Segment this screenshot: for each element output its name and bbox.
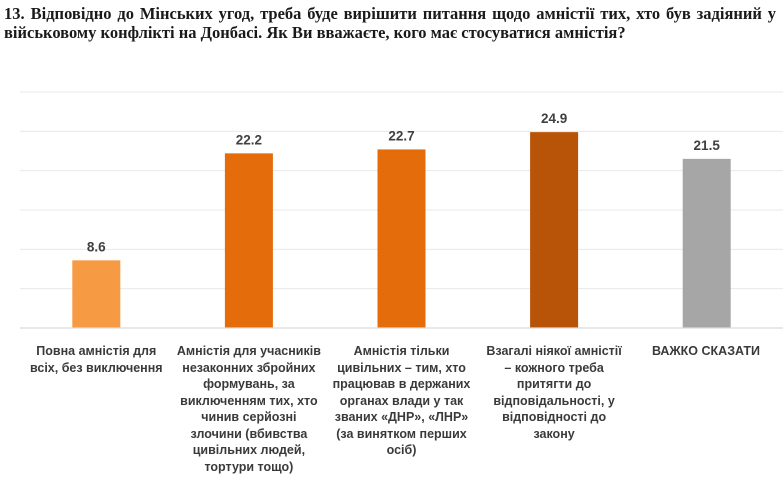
bar	[72, 260, 121, 328]
question: 13. Відповідно до Мінських угод, треба бу…	[4, 4, 776, 42]
bar	[377, 149, 426, 328]
bar	[530, 132, 579, 328]
bar-value-label: 21.5	[694, 138, 721, 153]
bar	[682, 158, 731, 328]
category-label: ВАЖКО СКАЗАТИ	[651, 344, 761, 358]
bar-value-label: 24.9	[541, 111, 567, 126]
category-label: Амністія тільки цивільних – тим, хто пра…	[332, 344, 471, 457]
question-text: Відповідно до Мінських угод, треба буде …	[4, 4, 776, 42]
category-label: Взагалі ніякої амністії – кожного треба …	[486, 344, 622, 441]
question-number: 13.	[4, 4, 25, 23]
bar-value-label: 22.2	[236, 132, 262, 147]
category-label: Амністія для учасників незаконних збройн…	[176, 344, 321, 474]
category-label: Повна амністія для всіх, без виключення	[30, 344, 163, 375]
bar-value-label: 22.7	[388, 128, 414, 143]
bar-chart: 8.6 22.2 22.7 24.9 21.5	[20, 91, 783, 329]
bar	[224, 153, 273, 328]
bar-value-label: 8.6	[87, 239, 106, 254]
